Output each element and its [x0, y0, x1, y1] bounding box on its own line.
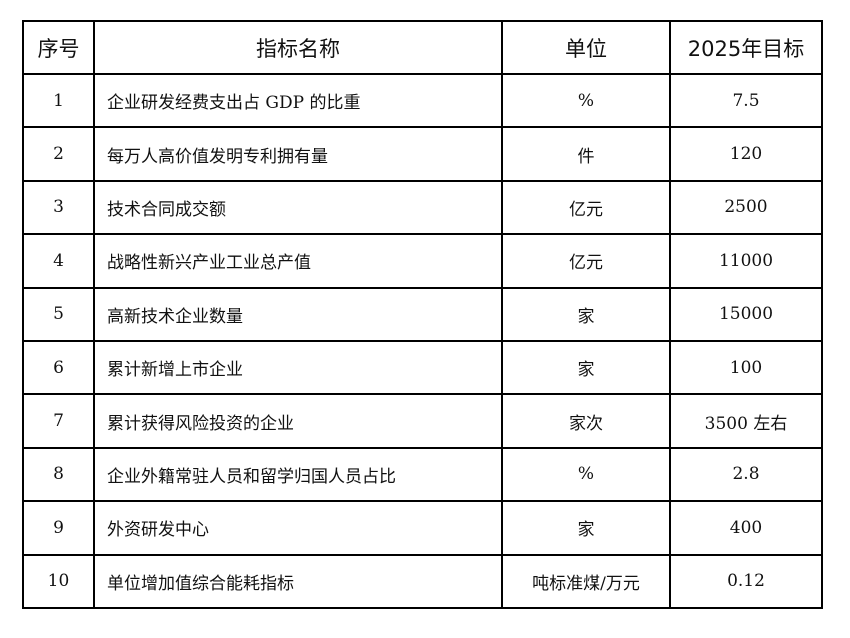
- row-number: 2: [22, 126, 95, 182]
- indicator-name: 企业外籍常驻人员和留学归国人员占比: [93, 446, 503, 503]
- unit: 家: [501, 286, 671, 342]
- indicator-name: 单位增加值综合能耗指标: [93, 553, 503, 609]
- target-value: 11000: [669, 233, 823, 289]
- header-row: 序号 指标名称 单位 2025年目标: [22, 20, 823, 75]
- table-row: 10 单位增加值综合能耗指标 吨标准煤/万元 0.12: [22, 553, 823, 609]
- unit: 家次: [501, 393, 671, 449]
- target-value: 0.12: [669, 553, 823, 609]
- target-value: 15000: [669, 286, 823, 342]
- table-row: 1 企业研发经费支出占 GDP 的比重% 7.5: [22, 72, 823, 129]
- indicator-name: 累计新增上市企业: [93, 339, 503, 396]
- row-number: 10: [22, 553, 95, 609]
- unit: 家: [501, 339, 671, 396]
- table-row: 4 战略性新兴产业工业总产值 亿元 11000: [22, 233, 823, 289]
- row-number: 5: [22, 286, 95, 342]
- target-value: 2500: [669, 179, 823, 236]
- target-value: 120: [669, 126, 823, 182]
- indicator-name: 企业研发经费支出占 GDP 的比重: [93, 72, 503, 129]
- indicator-name: 战略性新兴产业工业总产值: [93, 233, 503, 289]
- indicator-name: 技术合同成交额: [93, 179, 503, 236]
- target-value: 400: [669, 500, 823, 556]
- table-row: 6 累计新增上市企业家 100: [22, 339, 823, 396]
- indicator-name: 累计获得风险投资的企业: [93, 393, 503, 449]
- target-value: 3500 左右: [669, 393, 823, 449]
- row-number: 6: [22, 339, 95, 396]
- header-no: 序号: [22, 20, 95, 75]
- row-number: 7: [22, 393, 95, 449]
- row-number: 9: [22, 500, 95, 556]
- row-number: 3: [22, 179, 95, 236]
- unit: 亿元: [501, 179, 671, 236]
- target-value: 2.8: [669, 446, 823, 503]
- target-value: 100: [669, 339, 823, 396]
- unit: 家: [501, 500, 671, 556]
- table-row: 7 累计获得风险投资的企业 家次 3500 左右: [22, 393, 823, 449]
- header-name: 指标名称: [93, 20, 503, 75]
- table-row: 8 企业外籍常驻人员和留学归国人员占比% 2.8: [22, 446, 823, 503]
- header-unit: 单位: [501, 20, 671, 75]
- row-number: 8: [22, 446, 95, 503]
- indicator-name: 高新技术企业数量: [93, 286, 503, 342]
- unit: 件: [501, 126, 671, 182]
- row-number: 4: [22, 233, 95, 289]
- header-target: 2025年目标: [669, 20, 823, 75]
- indicator-table: 序号 指标名称 单位 2025年目标 1 企业研发经费支出占 GDP 的比重% 7.…: [22, 20, 823, 609]
- table-row: 5 高新技术企业数量家 15000: [22, 286, 823, 342]
- row-number: 1: [22, 72, 95, 129]
- table-row: 3 技术合同成交额 亿元 2500: [22, 179, 823, 236]
- unit: %: [501, 72, 671, 129]
- indicator-name: 外资研发中心: [93, 500, 503, 556]
- target-value: 7.5: [669, 72, 823, 129]
- unit: %: [501, 446, 671, 503]
- unit: 吨标准煤/万元: [501, 553, 671, 609]
- table-row: 9 外资研发中心家 400: [22, 500, 823, 556]
- unit: 亿元: [501, 233, 671, 289]
- indicator-name: 每万人高价值发明专利拥有量: [93, 126, 503, 182]
- table-row: 2 每万人高价值发明专利拥有量件 120: [22, 126, 823, 182]
